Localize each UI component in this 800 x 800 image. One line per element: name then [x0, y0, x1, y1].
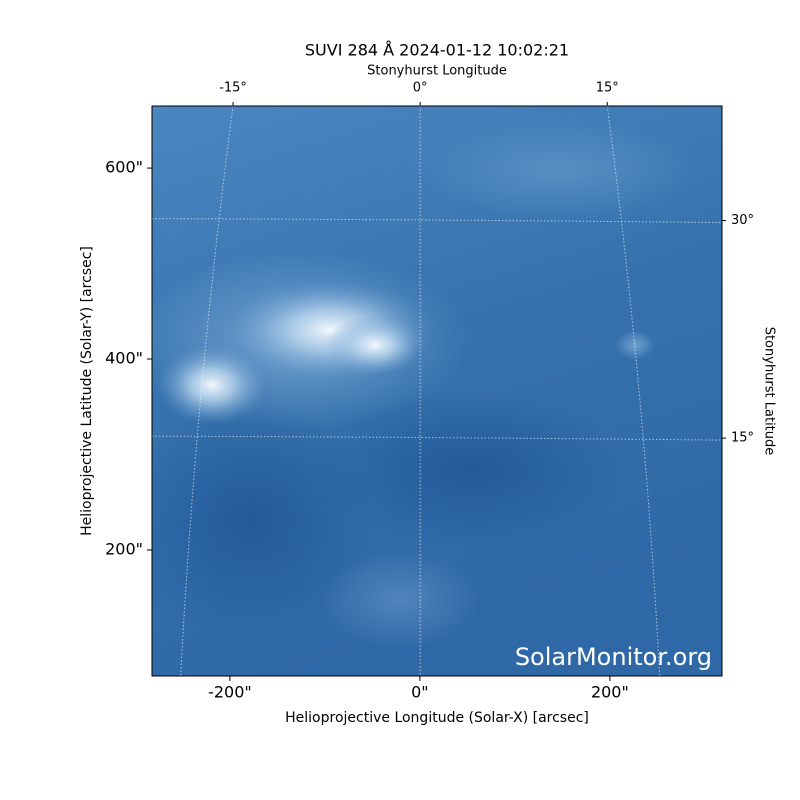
- y2-tick-label: 15°: [731, 431, 754, 446]
- y-tick-label: 200": [105, 539, 143, 558]
- x-tick-label: 0": [411, 683, 429, 702]
- y2-axis-label: Stonyhurst Latitude: [762, 327, 777, 456]
- solar-image: [152, 106, 722, 676]
- x-tick-label: 200": [591, 683, 629, 702]
- y-axis-label: Helioprojective Latitude (Solar-Y) [arcs…: [79, 246, 95, 536]
- x2-tick-label: 15°: [596, 81, 619, 96]
- y-tick-label: 600": [105, 158, 143, 177]
- grid-line: [152, 218, 722, 224]
- x2-tick-label: 0°: [413, 81, 428, 96]
- x2-tick-label: -15°: [219, 81, 247, 96]
- chart-title: SUVI 284 Å 2024-01-12 10:02:21: [305, 41, 569, 60]
- x-tick-label: -200": [208, 683, 252, 702]
- y2-tick-label: 30°: [731, 213, 754, 228]
- axes-frame: [151, 105, 723, 677]
- grid-line: [152, 435, 722, 441]
- x-axis-label: Helioprojective Longitude (Solar-X) [arc…: [285, 710, 589, 726]
- x2-axis-label: Stonyhurst Longitude: [367, 64, 507, 79]
- y-tick-label: 400": [105, 349, 143, 368]
- watermark: SolarMonitor.org: [515, 643, 712, 671]
